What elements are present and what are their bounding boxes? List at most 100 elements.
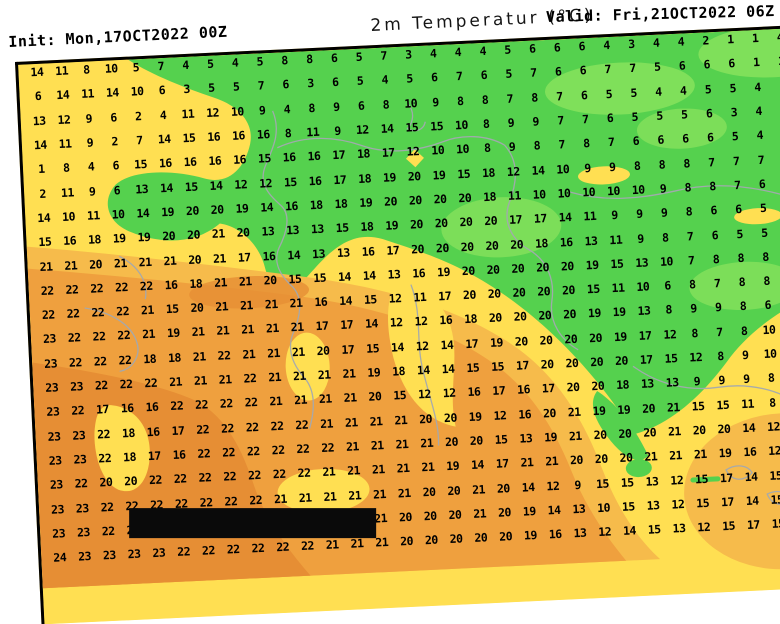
temp-value: 21 [336, 366, 361, 381]
temp-value: 13 [631, 304, 656, 319]
temp-value: 22 [241, 444, 266, 459]
temp-value: 13 [129, 181, 154, 196]
temp-value: 22 [290, 441, 315, 456]
temp-value: 19 [353, 195, 378, 210]
temp-value: 21 [661, 399, 686, 414]
temp-value: 20 [493, 529, 518, 544]
temp-value: 20 [583, 330, 608, 345]
temp-value: 14 [465, 457, 490, 472]
temp-value: 5 [752, 225, 777, 240]
temp-value: 21 [662, 424, 687, 439]
temp-value: 9 [733, 347, 758, 362]
temp-value: 16 [553, 234, 578, 249]
temp-value: 16 [226, 128, 251, 143]
temp-value: 13 [331, 245, 356, 260]
temp-value: 1 [29, 162, 54, 177]
temp-value: 13 [578, 233, 603, 248]
temp-value: 12 [228, 177, 253, 192]
temp-value: 22 [192, 470, 217, 485]
temp-value: 8 [275, 126, 300, 141]
temp-value: 20 [506, 285, 531, 300]
temp-value: 16 [177, 155, 202, 170]
temp-value: 8 [700, 179, 725, 194]
temp-value: 5 [123, 60, 148, 75]
temp-value: 21 [366, 462, 391, 477]
temp-value: 17 [714, 470, 739, 485]
temp-value: 13 [280, 223, 305, 238]
temp-value: 22 [191, 446, 216, 461]
temp-value: 11 [300, 125, 325, 140]
temp-value: 14 [411, 363, 436, 378]
temp-value: 21 [284, 320, 309, 335]
temp-value: 20 [456, 263, 481, 278]
temp-value: 17 [634, 352, 659, 367]
temp-value: 10 [425, 143, 450, 158]
temp-value: 21 [638, 449, 663, 464]
temp-value: 15 [282, 271, 307, 286]
temp-value: 3 [298, 76, 323, 91]
temp-value: 16 [57, 233, 82, 248]
temp-value: 17 [528, 211, 553, 226]
temp-value: 1 [744, 55, 769, 70]
temp-value: 4 [222, 55, 247, 70]
temp-value: 22 [240, 419, 265, 434]
temp-value: 19 [462, 409, 487, 424]
temp-value: 22 [94, 499, 119, 514]
temp-value: 18 [476, 165, 501, 180]
temp-value: 22 [270, 539, 295, 554]
temp-value: 20 [427, 191, 452, 206]
temp-value: 6 [103, 158, 128, 173]
temp-value: 17 [90, 402, 115, 417]
temp-value: 9 [249, 103, 274, 118]
temp-value: 16 [737, 444, 762, 459]
temp-value: 11 [81, 208, 106, 223]
temp-value: 15 [307, 270, 332, 285]
temp-value: 9 [324, 99, 349, 114]
temp-value: 12 [657, 327, 682, 342]
temp-value: 20 [504, 237, 529, 252]
temp-value: 13 [255, 224, 280, 239]
temp-value: 14 [434, 337, 459, 352]
temp-value: 5 [722, 129, 747, 144]
temp-value: 17 [142, 448, 167, 463]
temp-value: 5 [645, 60, 670, 75]
temp-value: 10 [630, 279, 655, 294]
temp-value: 21 [390, 461, 415, 476]
temp-value: 9 [650, 181, 675, 196]
temp-value: 18 [162, 350, 187, 365]
temp-value: 4 [445, 45, 470, 60]
temp-value: 20 [613, 450, 638, 465]
temp-value: 8 [272, 53, 297, 68]
temp-value: 14 [254, 200, 279, 215]
temp-value: 21 [313, 392, 338, 407]
temp-value: 23 [97, 548, 122, 563]
temp-value: 22 [109, 279, 134, 294]
temp-value: 4 [646, 84, 671, 99]
temp-value: 21 [539, 454, 564, 469]
temp-value: 21 [314, 416, 339, 431]
temp-value: 15 [424, 119, 449, 134]
temp-value: 22 [171, 544, 196, 559]
temp-value: 22 [245, 541, 270, 556]
temp-value: 16 [251, 127, 276, 142]
temp-value: 18 [477, 189, 502, 204]
temp-value: 20 [557, 307, 582, 322]
temp-value: 7 [127, 133, 152, 148]
temp-value: 6 [348, 98, 373, 113]
temp-value: 15 [764, 492, 780, 507]
temp-value: 6 [749, 176, 774, 191]
temp-value: 8 [760, 395, 780, 410]
temp-value: 19 [155, 204, 180, 219]
temp-value: 17 [380, 242, 405, 257]
temp-value: 21 [292, 490, 317, 505]
temp-value: 22 [63, 355, 88, 370]
temp-value: 1 [768, 54, 780, 69]
temp-value: 21 [339, 415, 364, 430]
temp-value: 20 [362, 389, 387, 404]
temp-value: 16 [115, 401, 140, 416]
temp-value: 4 [767, 30, 780, 45]
temp-value: 15 [616, 499, 641, 514]
temp-value: 13 [635, 376, 660, 391]
temp-value: 11 [735, 396, 760, 411]
temp-value: 21 [514, 455, 539, 470]
